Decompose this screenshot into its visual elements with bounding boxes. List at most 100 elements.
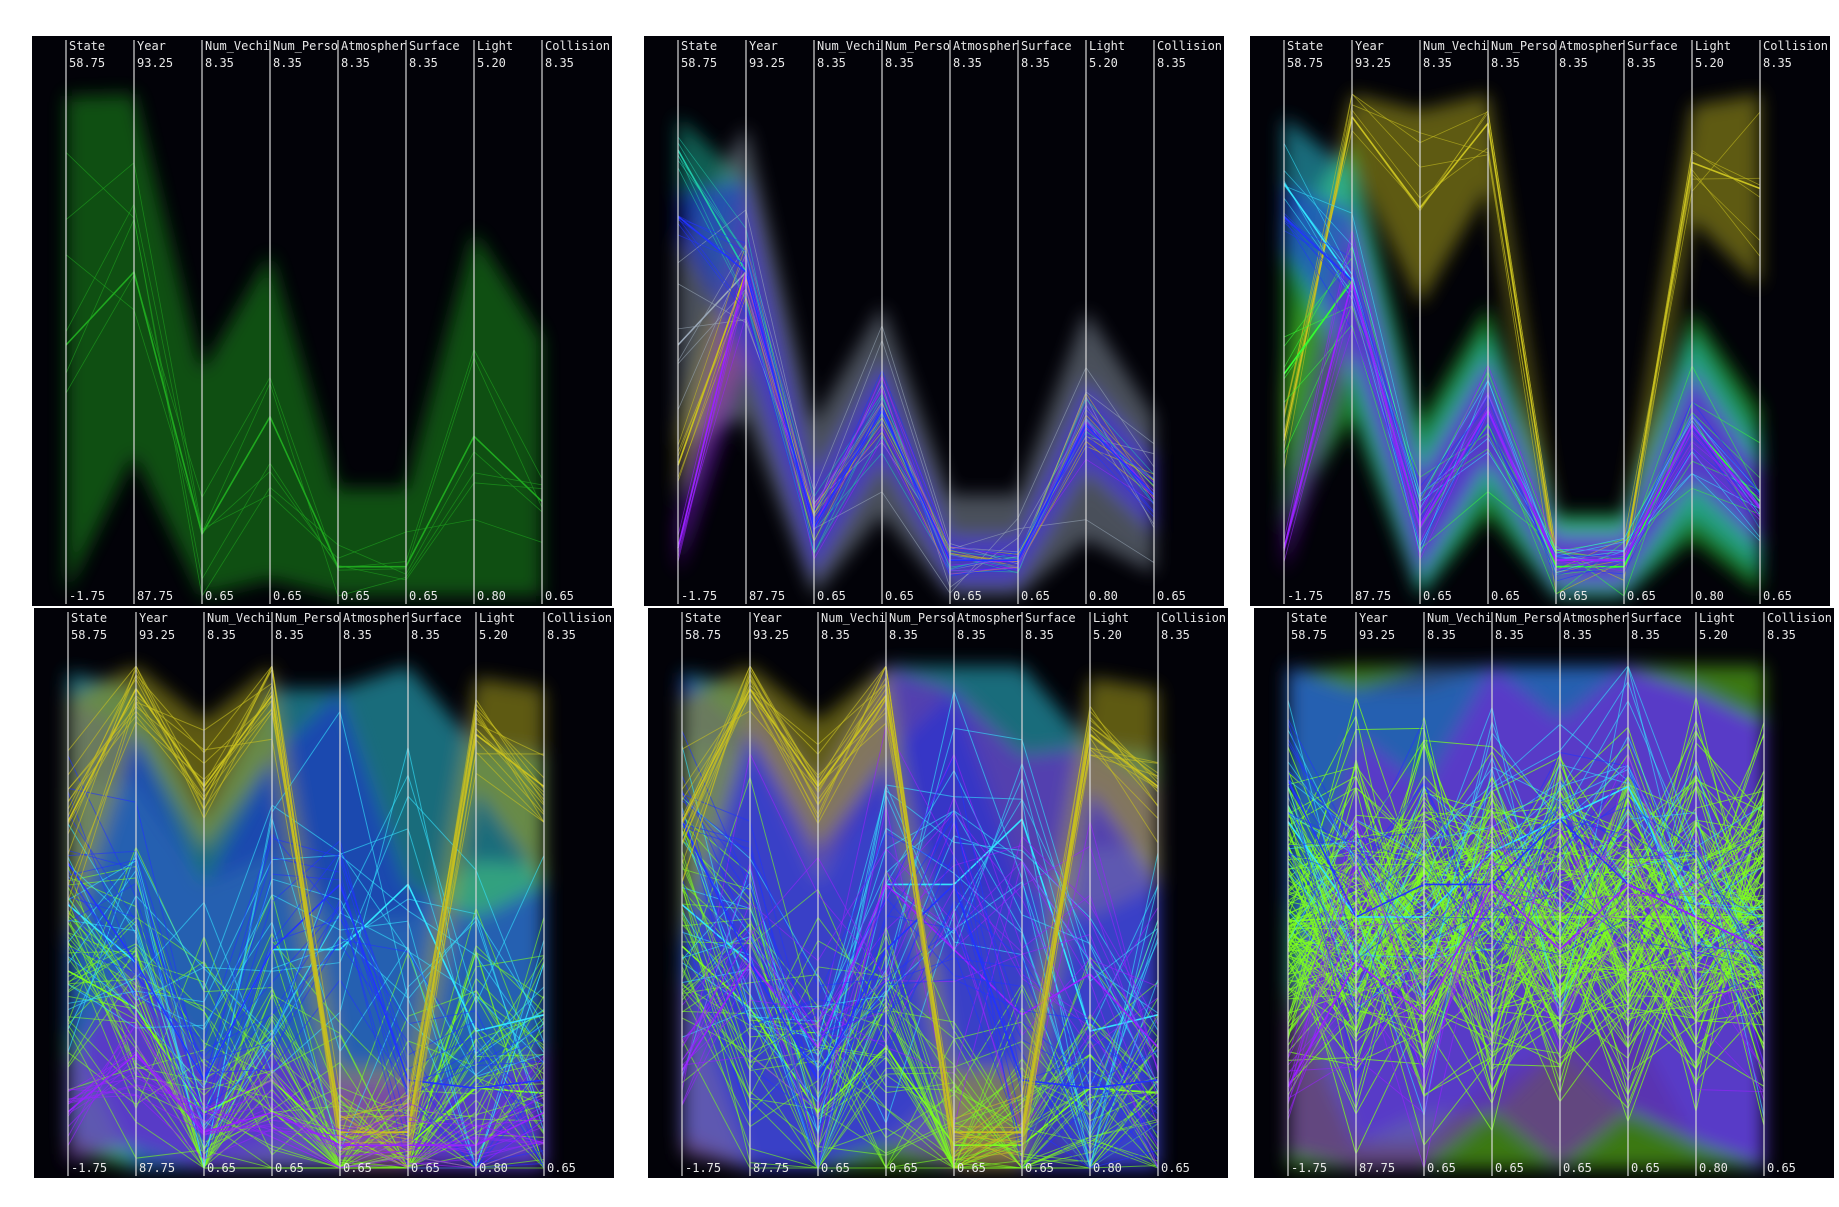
axis-max-label: 8.35 xyxy=(341,56,370,70)
data-polyline xyxy=(1283,104,1761,568)
panel-bottom-middle: State 58.75 -1.75 Year 93.25 87.75 Num_Vechi 8.… xyxy=(648,608,1228,1178)
axis-max-label: 8.35 xyxy=(1423,56,1452,70)
axis-min-label: 0.65 xyxy=(411,1161,440,1175)
axis-max-label: 5.20 xyxy=(1695,56,1724,70)
axis-name-label: Year xyxy=(1359,611,1388,625)
axis-name-label: Atmospher xyxy=(1563,611,1628,625)
axis-min-label: 87.75 xyxy=(1355,589,1391,603)
panel-top-right: State 58.75 -1.75 Year 93.25 87.75 Num_Vechi 8.… xyxy=(1250,36,1830,606)
data-polyline xyxy=(67,837,545,1165)
data-polyline xyxy=(67,978,545,1170)
axis-max-label: 8.35 xyxy=(953,56,982,70)
data-polyline xyxy=(681,835,1159,1075)
data-polyline xyxy=(681,933,1159,1105)
data-polyline xyxy=(681,789,1159,1143)
data-polyline xyxy=(681,810,1159,1084)
axis-name-label: Year xyxy=(137,39,166,53)
axis-name-label: Num_Perso xyxy=(273,39,338,53)
axis-name-label: Num_Perso xyxy=(275,611,340,625)
axis-name-label: Light xyxy=(1699,611,1735,625)
data-polyline xyxy=(681,844,1159,1069)
axis-min-label: -1.75 xyxy=(71,1161,107,1175)
parallel-coordinates-plot: State58.75-1.75Year93.2587.75Num_Vechi8.… xyxy=(1283,36,1830,606)
axis-min-label: 0.80 xyxy=(1699,1161,1728,1175)
axis-max-label: 93.25 xyxy=(139,628,175,642)
data-polyline xyxy=(681,797,1159,1169)
axis-name-label: Light xyxy=(1695,39,1731,53)
axis-min-label: 0.65 xyxy=(1021,589,1050,603)
axis-name-label: State xyxy=(681,39,717,53)
data-polyline xyxy=(1287,739,1765,1022)
axis-min-label: -1.75 xyxy=(685,1161,721,1175)
data-polyline xyxy=(1283,327,1761,553)
data-polyline xyxy=(681,664,1159,1169)
data-polyline xyxy=(1287,784,1765,1086)
data-polyline xyxy=(677,254,1155,575)
data-polyline xyxy=(67,1023,545,1169)
data-polyline xyxy=(681,755,1159,1115)
axis-min-label: 0.80 xyxy=(477,589,506,603)
axis-name-label: Num_Perso xyxy=(889,611,954,625)
data-polyline xyxy=(1283,283,1761,561)
axis-max-label: 8.35 xyxy=(821,628,850,642)
data-polyline xyxy=(1287,815,1765,1066)
axis-min-label: 0.65 xyxy=(205,589,234,603)
axis-min-label: 0.65 xyxy=(545,589,574,603)
axis-max-label: 8.35 xyxy=(545,56,574,70)
data-polyline xyxy=(681,883,1159,1169)
axis-name-label: Atmospher xyxy=(953,39,1018,53)
series-band xyxy=(68,962,544,1168)
polyline-layer xyxy=(677,136,1155,594)
axis-min-label: 0.80 xyxy=(1089,589,1118,603)
axis-min-label: 0.65 xyxy=(889,1161,918,1175)
axis-name-label: Surface xyxy=(411,611,462,625)
axis-name-label: Year xyxy=(749,39,778,53)
axis-max-label: 58.75 xyxy=(1287,56,1323,70)
data-polyline xyxy=(1283,324,1761,597)
axis-max-label: 5.20 xyxy=(1089,56,1118,70)
axis-max-label: 8.35 xyxy=(547,628,576,642)
axis-max-label: 93.25 xyxy=(137,56,173,70)
data-polyline xyxy=(65,274,543,571)
axis-name-label: Num_Vechi xyxy=(205,39,270,53)
data-polyline xyxy=(681,811,1159,1150)
data-polyline xyxy=(677,217,1155,577)
data-polyline xyxy=(681,821,1159,1142)
parallel-coordinates-plot: State58.75-1.75Year93.2587.75Num_Vechi8.… xyxy=(65,36,612,606)
data-polyline xyxy=(67,875,545,1146)
data-polyline xyxy=(677,234,1155,568)
data-polyline xyxy=(1287,797,1765,1046)
data-polyline xyxy=(67,1066,545,1151)
axis-max-label: 8.35 xyxy=(1767,628,1796,642)
series-mean-line xyxy=(65,270,543,568)
data-polyline xyxy=(67,1053,545,1152)
axis-min-label: -1.75 xyxy=(1291,1161,1327,1175)
axis-name-label: Collision xyxy=(1161,611,1226,625)
data-polyline xyxy=(681,888,1159,1049)
axis-max-label: 8.35 xyxy=(1021,56,1050,70)
axis-max-label: 8.35 xyxy=(885,56,914,70)
axis-min-label: 0.80 xyxy=(1695,589,1724,603)
polyline-layer xyxy=(65,152,543,598)
axis-max-label: 8.35 xyxy=(409,56,438,70)
data-polyline xyxy=(67,995,545,1169)
axis-min-label: 87.75 xyxy=(753,1161,789,1175)
data-polyline xyxy=(67,823,545,1150)
data-polyline xyxy=(1287,787,1765,1000)
data-polyline xyxy=(1287,811,1765,1115)
axis-max-label: 8.35 xyxy=(273,56,302,70)
axis-name-label: Surface xyxy=(1021,39,1072,53)
data-polyline xyxy=(67,876,545,1170)
data-polyline xyxy=(67,850,545,1106)
data-polyline xyxy=(681,783,1159,1170)
data-polyline xyxy=(67,919,545,1153)
data-polyline xyxy=(1283,229,1761,561)
data-polyline xyxy=(1287,773,1765,1035)
data-polyline xyxy=(677,215,1155,554)
data-polyline xyxy=(67,1055,545,1139)
axis-name-label: Atmospher xyxy=(343,611,408,625)
polyline-layer xyxy=(67,664,545,1170)
axis-min-label: 87.75 xyxy=(139,1161,175,1175)
data-polyline xyxy=(1287,831,1765,1092)
data-polyline xyxy=(67,1022,545,1168)
